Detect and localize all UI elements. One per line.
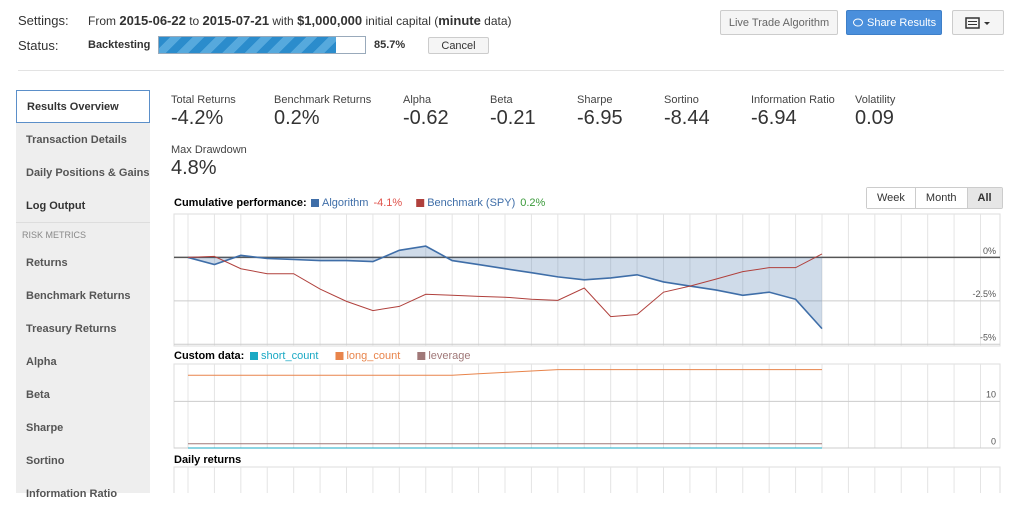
menu-icon: [965, 16, 990, 29]
legend-label: long_count: [346, 350, 400, 362]
metric: Benchmark Returns 0.2%: [274, 94, 371, 130]
line: [187, 253, 823, 318]
range-button[interactable]: Week: [867, 188, 915, 208]
metric-value: -0.62: [403, 107, 449, 129]
metric-value: -6.95: [577, 107, 623, 129]
legend-swatch: [250, 352, 258, 360]
chart-title: Cumulative performance:: [174, 197, 307, 209]
metric-label: Volatility: [855, 94, 896, 106]
share-text: Share Results: [866, 16, 937, 29]
nav-item[interactable]: Alpha: [26, 355, 57, 368]
nav-item[interactable]: Daily Positions & Gains: [26, 166, 150, 179]
section-label: RISK METRICS: [16, 222, 150, 246]
legend-return: 0.2%: [520, 197, 545, 209]
nav-item[interactable]: Benchmark Returns: [26, 289, 131, 302]
start-date: 2015-06-22: [119, 13, 186, 28]
area: [188, 246, 822, 329]
legend-swatch: [311, 199, 319, 207]
live-trade-button[interactable]: Live Trade Algorithm: [720, 10, 838, 35]
nav-item[interactable]: Sharpe: [26, 421, 64, 434]
metric-value: -4.2%: [171, 107, 224, 129]
legend-label: leverage: [428, 350, 470, 362]
end-date: 2015-07-21: [202, 13, 270, 28]
settings-label: Settings:: [18, 13, 69, 28]
text: From: [88, 14, 116, 28]
status-label: Status:: [18, 38, 59, 53]
text: to: [189, 14, 200, 28]
status-state: Backtesting: [88, 39, 151, 51]
metric: Beta -0.21: [490, 94, 536, 130]
chart-title: Custom data:: [174, 350, 244, 362]
line: [187, 245, 823, 330]
progress-bar: [159, 37, 336, 53]
metric-label: Alpha: [403, 94, 432, 106]
legend-label: Benchmark (SPY): [427, 197, 515, 209]
settings-line: From 2015-06-22 to 2015-07-21 with $1,00…: [88, 13, 512, 28]
range-buttons: Week Month All: [866, 187, 1003, 209]
y-tick-label: 0%: [983, 246, 996, 256]
legend-label: short_count: [261, 350, 318, 362]
y-tick-label: 0: [991, 436, 996, 446]
range-button[interactable]: Month: [914, 188, 967, 208]
metric: Sharpe -6.95: [577, 94, 623, 130]
legend-return: -4.1%: [373, 197, 402, 209]
legend-swatch: [335, 352, 344, 360]
metric-label: Beta: [490, 94, 513, 106]
chart-title: Daily returns: [174, 454, 241, 466]
metric-value: 0.09: [855, 107, 894, 129]
nav-item[interactable]: Returns: [26, 256, 68, 269]
progress-label: 85.7%: [374, 39, 406, 51]
y-tick-label: 10: [986, 390, 996, 400]
text: initial capital (: [365, 14, 439, 28]
range-button[interactable]: All: [966, 188, 1002, 208]
metric-value: -8.44: [664, 107, 710, 129]
metric-value: 0.2%: [274, 107, 320, 129]
progress-track: [158, 36, 366, 54]
plot-area: [173, 466, 1001, 493]
frequency: minute: [438, 13, 481, 28]
metric-label: Benchmark Returns: [274, 94, 372, 106]
nav-item[interactable]: Beta: [26, 388, 50, 401]
nav-item[interactable]: Sortino: [26, 454, 65, 467]
menu-button[interactable]: [952, 10, 1004, 35]
nav-item[interactable]: Results Overview: [16, 90, 150, 123]
metric: Sortino -8.44: [664, 94, 710, 130]
share-button[interactable]: Share Results: [846, 10, 942, 35]
metric-value: -0.21: [490, 107, 536, 129]
divider: [18, 70, 1004, 71]
metric: Information Ratio -6.94: [751, 94, 835, 130]
share-icon: [852, 18, 863, 26]
line: [188, 369, 822, 376]
legend-label: Algorithm: [322, 197, 368, 209]
metric-label: Information Ratio: [751, 94, 835, 106]
nav-item[interactable]: Transaction Details: [26, 133, 127, 146]
y-tick-label: -5%: [980, 333, 996, 343]
legend-swatch: [416, 199, 425, 207]
metric: Volatility 0.09: [855, 94, 895, 130]
metric-label: Sortino: [664, 94, 699, 106]
metric: Alpha -0.62: [403, 94, 449, 130]
legend-swatch: [417, 352, 426, 360]
nav-item[interactable]: Log Output: [26, 199, 86, 212]
page: Settings: From 2015-06-22 to 2015-07-21 …: [16, 10, 1004, 500]
y-tick-label: -2.5%: [972, 289, 996, 299]
metric: Max Drawdown 4.8%: [171, 144, 247, 180]
metric-label: Total Returns: [171, 94, 236, 106]
text: data): [484, 14, 512, 28]
cancel-button[interactable]: Cancel: [428, 37, 489, 54]
metric-value: -6.94: [751, 107, 797, 129]
text: with: [272, 14, 294, 28]
nav-item[interactable]: Treasury Returns: [26, 322, 117, 335]
metric: Total Returns -4.2%: [171, 94, 236, 130]
metric-label: Sharpe: [577, 94, 613, 106]
capital: $1,000,000: [297, 13, 363, 28]
charts: Cumulative performance: Custom data: Dai…: [173, 197, 1001, 493]
sidebar: Results Overview Transaction Details Daily…: [16, 90, 150, 500]
metric-value: 4.8%: [171, 157, 217, 179]
plot-area: [173, 363, 1001, 449]
metric-label: Max Drawdown: [171, 144, 247, 156]
